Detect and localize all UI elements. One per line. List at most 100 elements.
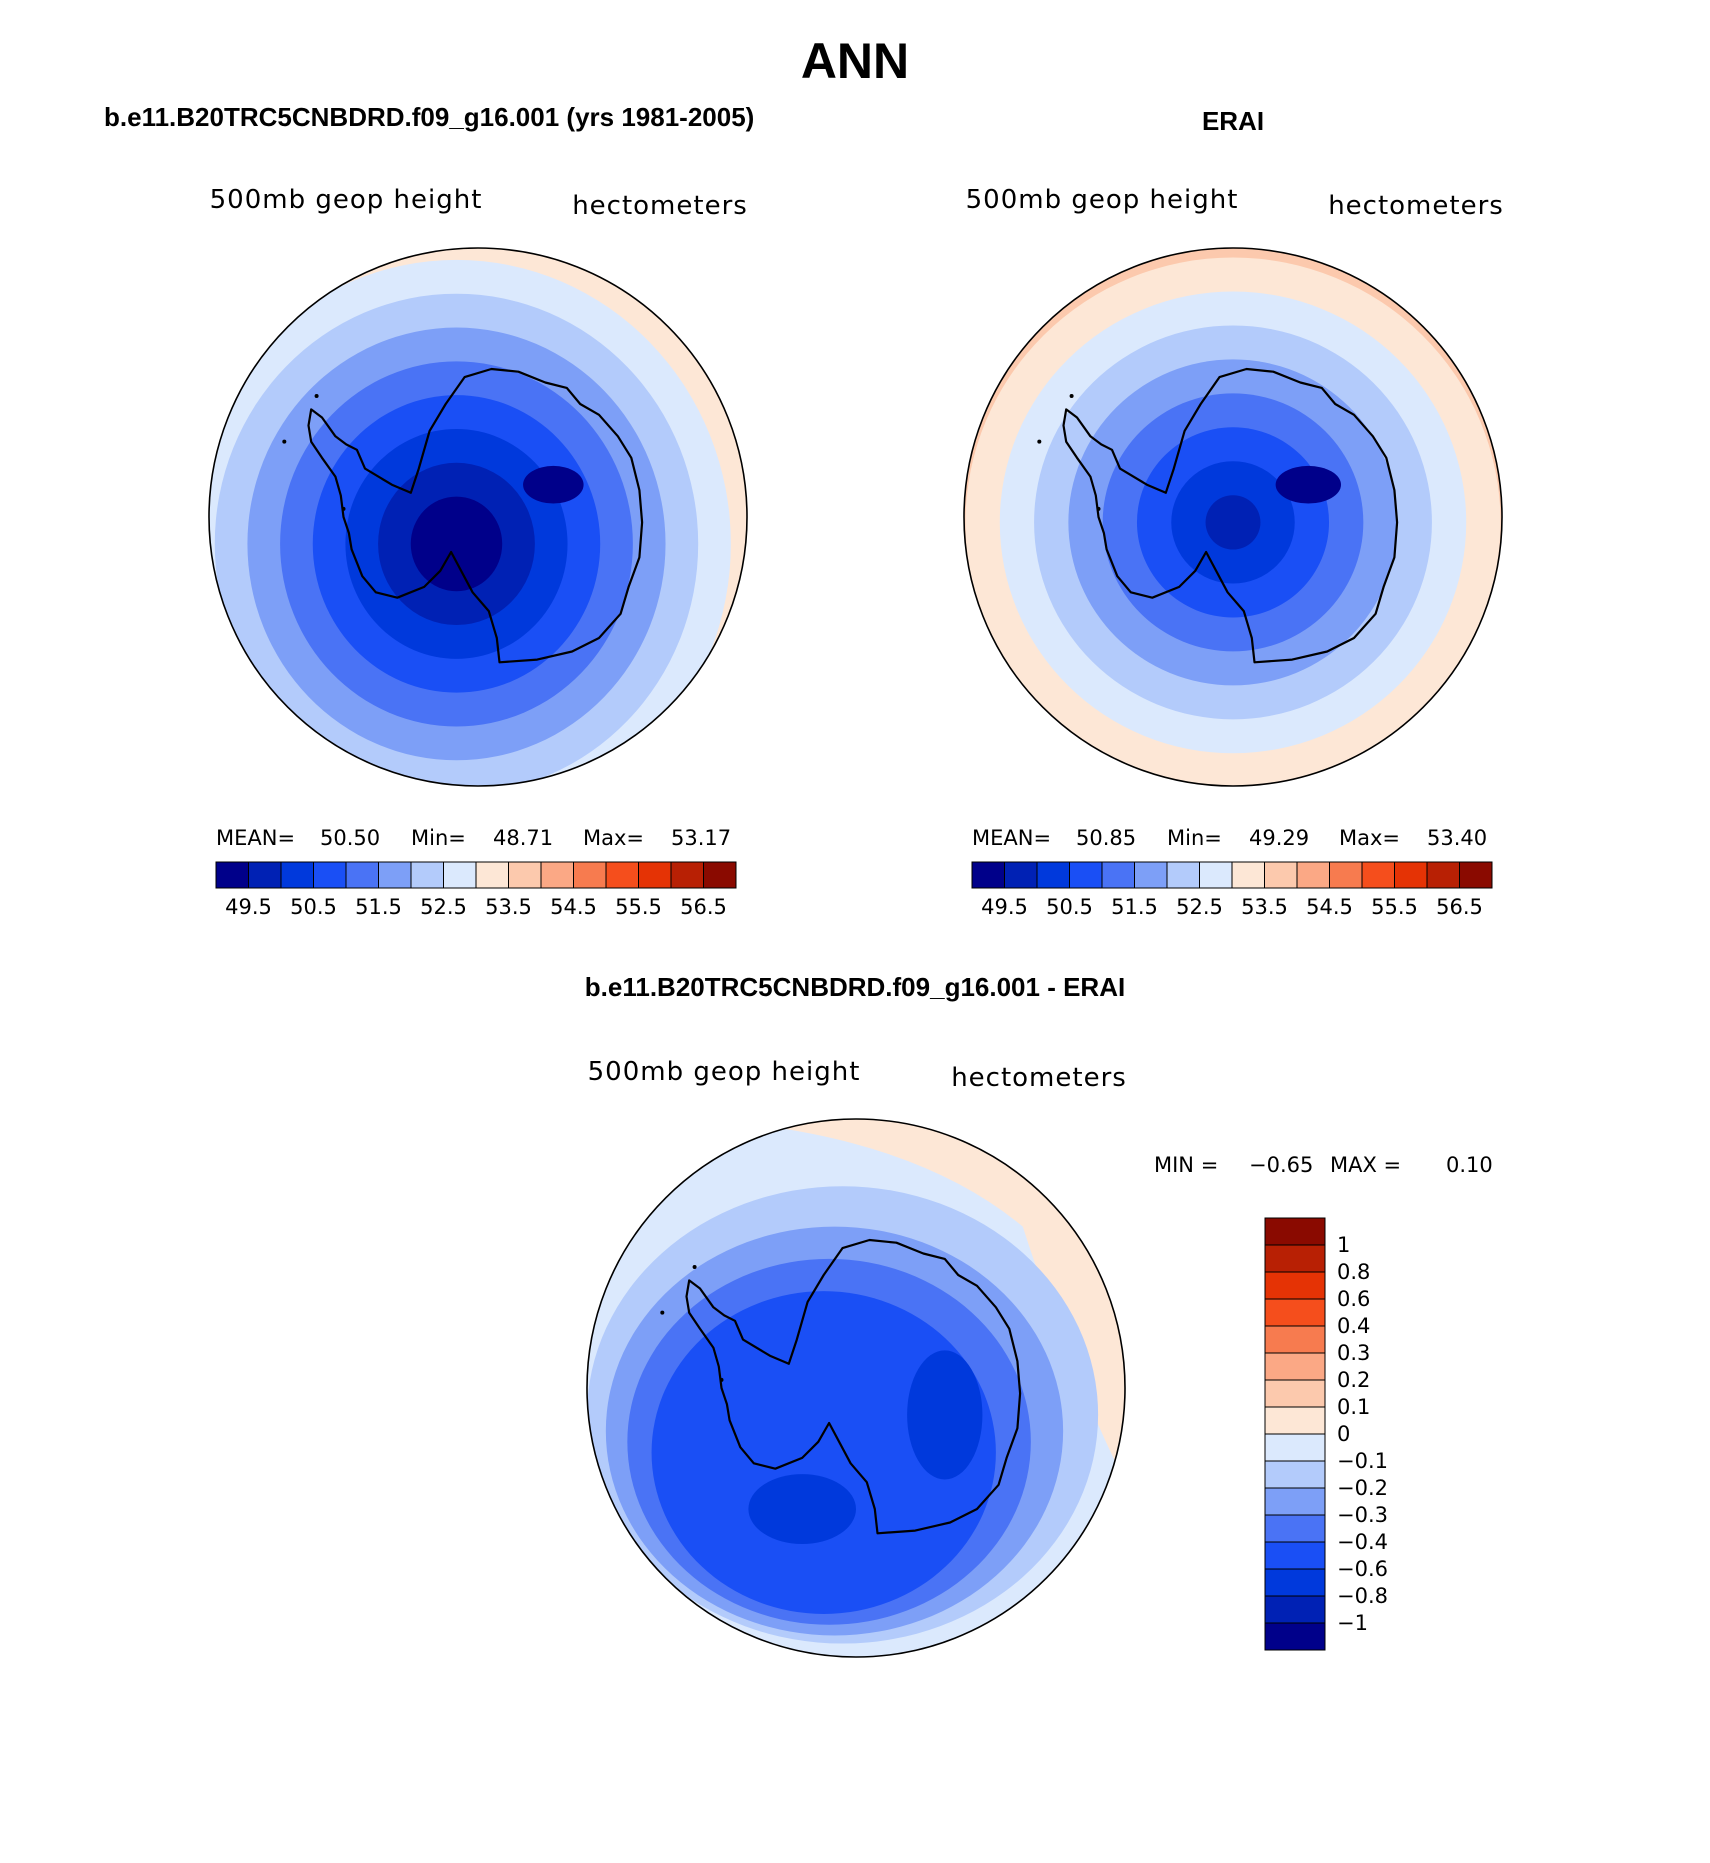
model-map [209, 248, 747, 786]
colorbar-swatch [1199, 861, 1233, 889]
colorbar-swatch [1036, 861, 1070, 889]
colorbar-tick-label: −0.6 [1337, 1557, 1388, 1581]
obs-min-value: 49.29 [1249, 826, 1309, 850]
colorbar-tick-label: 50.5 [1046, 895, 1093, 919]
diff-max-label: MAX = [1330, 1153, 1401, 1177]
colorbar-swatch [1231, 861, 1265, 889]
obs-mean-label: MEAN= [972, 826, 1051, 850]
minimum-lobe [907, 1350, 983, 1480]
colorbar-swatch [1264, 1217, 1326, 1246]
colorbar-swatch [1459, 861, 1493, 889]
obs-panel: 500mb geop height hectometers MEAN= 50.8… [963, 185, 1504, 919]
island-mark [1096, 506, 1101, 511]
colorbar-swatch [1264, 1622, 1326, 1651]
colorbar-tick-label: 49.5 [225, 895, 272, 919]
model-max-label: Max= [583, 826, 644, 850]
island-mark [692, 1264, 697, 1269]
colorbar-tick-label: 0.1 [1337, 1395, 1370, 1419]
obs-min-label: Min= [1167, 826, 1222, 850]
contour-band [443, 530, 470, 558]
island-mark [1069, 393, 1074, 398]
colorbar-swatch [313, 861, 347, 889]
colorbar-swatch [248, 861, 282, 889]
colorbar-swatch [573, 861, 607, 889]
island-mark [314, 393, 319, 398]
model-map-boundary [208, 247, 748, 787]
obs-map-boundary [963, 247, 1503, 787]
model-panel: 500mb geop height hectometers MEAN= 50.5… [208, 185, 748, 919]
colorbar-tick-label: 51.5 [1111, 895, 1158, 919]
model-coastline [282, 367, 644, 664]
colorbar-tick-label: 52.5 [1176, 895, 1223, 919]
obs-stats: MEAN= 50.85 Min= 49.29 Max= 53.40 [972, 826, 1487, 850]
colorbar-tick-label: −0.1 [1337, 1449, 1388, 1473]
colorbar-swatch [443, 861, 477, 889]
obs-colorbar: 49.5 50.5 51.5 52.5 53.5 54.5 55.5 56.5 [971, 861, 1493, 919]
colorbar-tick-label: 54.5 [1306, 895, 1353, 919]
colorbar-tick-label: −0.2 [1337, 1476, 1388, 1500]
island-mark [282, 439, 287, 444]
colorbar-swatch [540, 861, 574, 889]
coastline-path [1062, 367, 1399, 664]
colorbar-swatch [1264, 1541, 1326, 1570]
colorbar-tick-label: 0.3 [1337, 1341, 1370, 1365]
colorbar-swatch [670, 861, 704, 889]
colorbar-swatch [1264, 1595, 1326, 1624]
diff-units-label: hectometers [951, 1063, 1127, 1093]
island-mark [660, 1310, 665, 1315]
colorbar-swatch [1101, 861, 1135, 889]
colorbar-tick-label: 53.5 [485, 895, 532, 919]
positive-region [694, 1119, 1125, 1483]
colorbar-tick-label: 0.4 [1337, 1314, 1370, 1338]
diff-coastline [660, 1238, 1022, 1535]
colorbar-swatch [280, 861, 314, 889]
coastline-path [307, 367, 644, 664]
obs-units-label: hectometers [1328, 191, 1504, 221]
colorbar-swatch [1264, 1244, 1326, 1273]
colorbar-swatch [1264, 1487, 1326, 1516]
colorbar-tick-label: 56.5 [1436, 895, 1483, 919]
colorbar-tick-label: 51.5 [355, 895, 402, 919]
colorbar-swatch [1296, 861, 1330, 889]
colorbar-tick-label: −1 [1337, 1611, 1368, 1635]
colorbar-swatch [1134, 861, 1168, 889]
model-units-label: hectometers [572, 191, 748, 221]
colorbar-swatch [475, 861, 509, 889]
diff-max-value: 0.10 [1446, 1153, 1493, 1177]
diff-min-label: MIN = [1154, 1153, 1218, 1177]
colorbar-swatch [1426, 861, 1460, 889]
diff-variable-label: 500mb geop height [588, 1057, 861, 1087]
model-variable-label: 500mb geop height [210, 185, 483, 215]
colorbar-swatch [1264, 1433, 1326, 1462]
colorbar-swatch [605, 861, 639, 889]
obs-max-label: Max= [1339, 826, 1400, 850]
colorbar-swatch [1264, 1460, 1326, 1489]
obs-variable-label: 500mb geop height [966, 185, 1239, 215]
diff-map [587, 1119, 1125, 1657]
colorbar-swatch [971, 861, 1005, 889]
low-lobe [523, 465, 584, 504]
colorbar-tick-label: −0.4 [1337, 1530, 1388, 1554]
obs-max-value: 53.40 [1427, 826, 1487, 850]
obs-mean-value: 50.85 [1076, 826, 1136, 850]
colorbar-tick-label: 55.5 [615, 895, 662, 919]
colorbar-tick-label: 49.5 [981, 895, 1028, 919]
model-stats: MEAN= 50.50 Min= 48.71 Max= 53.17 [216, 826, 731, 850]
colorbar-swatch [638, 861, 672, 889]
colorbar-tick-label: 54.5 [550, 895, 597, 919]
model-panel-title: b.e11.B20TRC5CNBDRD.f09_g16.001 (yrs 198… [104, 102, 754, 132]
diff-panel: 500mb geop height hectometers MIN = −0.6… [586, 1057, 1493, 1658]
colorbar-swatch [1069, 861, 1103, 889]
colorbar-tick-label: 0 [1337, 1422, 1350, 1446]
contour-band [651, 1291, 996, 1614]
obs-map [964, 248, 1502, 786]
colorbar-swatch [1264, 1325, 1326, 1354]
colorbar-tick-label: 55.5 [1371, 895, 1418, 919]
diff-stats: MIN = −0.65 MAX = 0.10 [1154, 1153, 1493, 1177]
colorbar-swatch [378, 861, 412, 889]
colorbar-tick-label: 0.8 [1337, 1260, 1370, 1284]
minimum-lobe [748, 1474, 856, 1545]
colorbar-tick-label: 52.5 [420, 895, 467, 919]
diff-colorbar: 1 0.8 0.6 0.4 0.3 0.2 0.1 0 −0.1 −0.2 −0.3 −0.4 −0.6… [1264, 1217, 1388, 1651]
island-mark [719, 1377, 724, 1382]
